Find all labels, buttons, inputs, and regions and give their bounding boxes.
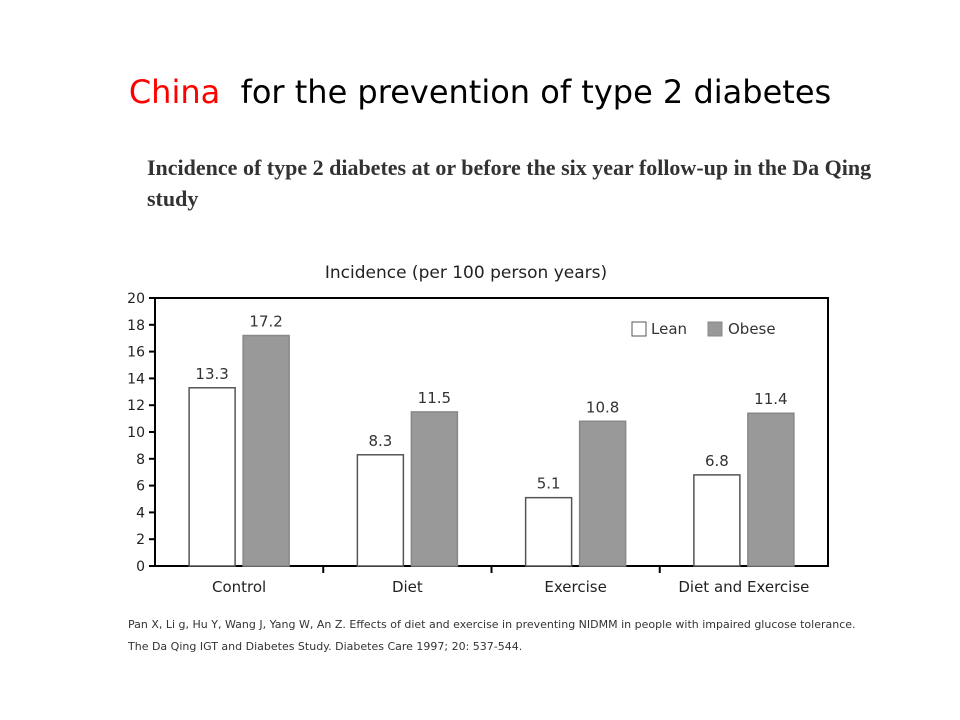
bar-lean	[188, 387, 236, 567]
y-tick-label: 10	[127, 425, 145, 441]
bar-obese	[410, 411, 459, 567]
data-label: 13.3	[195, 365, 228, 383]
data-label: 11.4	[754, 390, 787, 408]
y-tick-label: 18	[127, 318, 145, 334]
data-label: 6.8	[705, 452, 729, 470]
bar-obese	[747, 412, 795, 567]
y-tick-label: 14	[127, 371, 145, 387]
data-label: 17.2	[249, 313, 282, 331]
citation: Pan X, Li g, Hu Y, Wang J, Yang W, An Z.…	[128, 618, 856, 653]
bar-lean	[693, 474, 741, 567]
y-tick-label: 20	[127, 291, 145, 307]
x-tick-label: Control	[212, 578, 266, 596]
data-label: 5.1	[537, 475, 561, 493]
x-tick-label: Exercise	[544, 578, 606, 596]
data-label: 11.5	[418, 389, 451, 407]
x-tick-label: Diet	[392, 578, 423, 596]
bar-lean	[524, 496, 573, 567]
x-axis: Control Diet Exercise Diet and Exercise	[212, 566, 809, 596]
bar-lean	[356, 454, 405, 567]
legend-label-lean: Lean	[651, 320, 687, 338]
y-axis: 0 2 4 6 8 10 12 14 16 18 20	[127, 291, 155, 575]
bar-obese	[242, 334, 290, 567]
y-tick-label: 8	[136, 452, 145, 468]
slide-title: China for the prevention of type 2 diabe…	[0, 70, 960, 114]
y-tick-label: 6	[136, 479, 145, 495]
legend-label-obese: Obese	[728, 320, 776, 338]
chart-title: Incidence (per 100 person years)	[325, 263, 607, 283]
legend: Lean Obese	[631, 320, 776, 338]
y-tick-label: 16	[127, 345, 145, 361]
bars: 13.3 17.2 8.3 11.5 5.1 10.8 6.8 11.4	[188, 313, 795, 567]
slide-title-highlight: China	[128, 73, 221, 111]
x-tick-label: Diet and Exercise	[678, 578, 809, 596]
bar-obese	[578, 420, 627, 567]
y-tick-label: 0	[136, 559, 145, 575]
data-label: 10.8	[586, 398, 619, 416]
data-label: 8.3	[368, 432, 392, 450]
y-tick-label: 4	[136, 505, 145, 521]
slide-title-rest: for the prevention of type 2 diabetes	[240, 73, 832, 111]
y-tick-label: 12	[127, 398, 145, 414]
y-tick-label: 2	[136, 532, 145, 548]
legend-swatch-obese	[707, 321, 723, 337]
legend-swatch-lean	[631, 321, 647, 337]
chart-subtitle: Incidence of type 2 diabetes at or befor…	[147, 155, 872, 211]
